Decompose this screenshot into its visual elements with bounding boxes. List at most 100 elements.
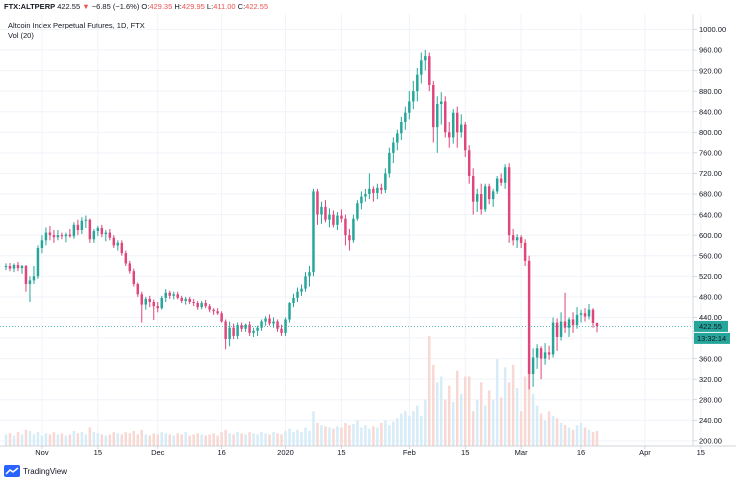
tradingview-icon [4,465,20,477]
candle-body [380,187,383,190]
symbol-name[interactable]: FTX:ALTPERP [4,2,56,11]
candle-body [356,203,359,219]
candle-body [152,302,155,307]
high-value: 429.95 [181,2,205,11]
low-value: 411.00 [213,2,236,11]
volume-bar [292,432,295,446]
time-tick-label: 15 [461,448,469,457]
volume-bar [28,430,32,446]
volume-indicator-label[interactable]: Vol (20) [8,31,34,40]
volume-bar [519,411,523,446]
price-chart[interactable]: 1000.00 960.00 920.00 880.00 840.00 800.00 760… [0,0,736,460]
volume-bar [152,433,155,446]
volume-bar [416,405,419,446]
volume-bar [348,425,351,446]
time-tick-label: 2020 [277,448,294,457]
open-label: O: [141,2,150,11]
candle-body [40,240,44,248]
candle-body [228,327,231,340]
candle-body [320,206,323,215]
candle-body [188,298,191,302]
candle-body [196,303,199,308]
candle-body [184,298,187,301]
candle-body [352,218,355,241]
volume-bar [412,411,415,446]
volume-bar [368,428,371,446]
close-value: 422.55 [245,2,269,11]
volume-bar [84,434,88,446]
time-tick-label: 16 [577,448,585,457]
candle-body [36,248,40,277]
candle-body [523,242,527,261]
volume-bar [408,415,411,446]
volume-bar [120,434,124,446]
volume-bar [272,432,275,446]
chart-grid [0,14,702,446]
volume-bar [168,434,171,446]
tradingview-logo[interactable]: TradingView [4,464,67,478]
candle-body [208,306,211,310]
volume-bar [507,382,511,446]
candle-body [392,142,395,153]
volume-bar [224,429,227,446]
candle-body [132,271,136,284]
time-tick-label: 15 [337,448,345,457]
volume-bar [364,425,367,446]
candle-body [587,309,591,317]
candle-body [444,101,447,133]
candle-body [376,187,379,193]
volume-bar [140,429,144,446]
series-description: Altcoin Index Perpetual Futures, 1D, FTX [8,21,145,30]
volume-bar [204,435,207,446]
volume-bar [284,430,287,446]
volume-bar [452,402,455,446]
candle-body [559,321,563,337]
price-change: −6.85 (−1.6%) [91,2,140,11]
candle-body [112,237,116,246]
volume-bar [436,382,439,446]
candle-body [92,231,96,240]
volume-bar [551,415,555,446]
volume-bar [483,405,487,446]
candle-body [515,237,519,241]
volume-bar [296,429,299,446]
price-tick-label: 520.00 [699,272,722,281]
volume-bar [344,422,347,446]
candle-body [364,194,367,197]
volume-bar [24,429,28,446]
volume-bar [559,422,563,446]
change-down-icon: ▼ [82,2,90,11]
candle-body [583,313,587,317]
volume-bar [56,434,60,446]
volume-bar [543,420,547,446]
price-tick-label: 440.00 [699,313,722,322]
volume-bar [48,434,52,446]
candle-body [148,298,151,302]
candle-body [176,294,179,298]
candle-body [252,330,255,333]
volume-bar [96,433,100,446]
candle-body [116,242,120,246]
candle-body [96,227,100,232]
candle-body [436,104,439,128]
volume-bar [60,433,64,446]
candle-body [483,186,487,210]
candle-body [296,291,299,298]
candle-body [168,292,171,296]
candle-body [136,284,140,295]
volume-bar [499,397,503,446]
volume-bar [136,434,140,446]
last-price: 422.55 [57,2,81,11]
volume-bar [511,364,515,446]
symbol-legend: FTX:ALTPERP 422.55 ▼ −6.85 (−1.6%) O: 429… [4,2,268,12]
high-label: H: [174,2,182,11]
volume-bar [260,432,263,446]
volume-bar [128,433,132,446]
candle-body [260,321,263,328]
price-tick-label: 720.00 [699,169,722,178]
candle-body [328,214,331,220]
volume-bar [571,429,575,446]
volume-bar [252,433,255,446]
candle-body [432,84,435,128]
volume-bar [340,427,343,446]
